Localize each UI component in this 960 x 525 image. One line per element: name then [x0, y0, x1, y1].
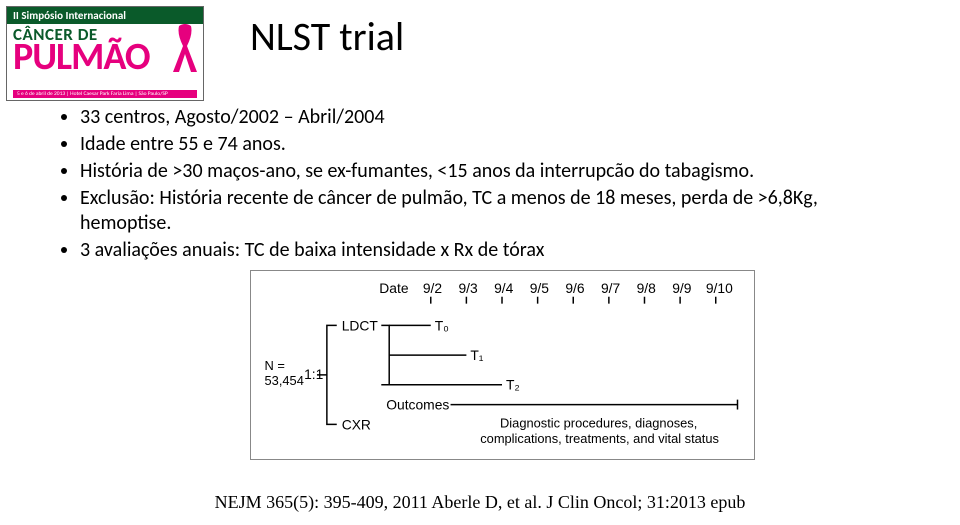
list-item: Exclusão: História recente de câncer de …	[80, 186, 900, 236]
event-logo: II Simpósio Internacional CÂNCER DE PULM…	[6, 6, 204, 101]
date-tick: 9/9	[672, 280, 692, 296]
ratio-label: 1:1	[304, 366, 324, 382]
list-item: 33 centros, Agosto/2002 – Abril/2004	[80, 105, 900, 130]
t-label: T₁	[470, 347, 483, 363]
date-tick: 9/10	[706, 280, 733, 296]
arm-top-label: LDCT	[342, 317, 379, 333]
outcomes-text: Diagnostic procedures, diagnoses,	[500, 415, 697, 430]
bracket-icon	[381, 325, 389, 384]
date-tick: 9/2	[423, 280, 442, 296]
date-tick: 9/5	[530, 280, 550, 296]
logo-footer: 5 e 6 de abril de 2013 | Hotel Caesar Pa…	[13, 90, 197, 98]
date-label: Date	[379, 280, 409, 296]
date-tick: 9/6	[565, 280, 585, 296]
diagram-svg: Date 9/2 9/3 9/4 9/5 9/6 9/7 9/8 9/9 9/1…	[251, 271, 754, 459]
date-tick: 9/4	[494, 280, 514, 296]
slide-title: NLST trial	[250, 12, 404, 61]
citation-text: NEJM 365(5): 395-409, 2011 Aberle D, et …	[0, 492, 960, 513]
outcomes-text: complications, treatments, and vital sta…	[480, 431, 719, 446]
n-value: 53,454	[265, 373, 304, 388]
t-label: T₂	[506, 377, 520, 393]
list-item: Idade entre 55 e 74 anos.	[80, 132, 900, 157]
trial-diagram: Date 9/2 9/3 9/4 9/5 9/6 9/7 9/8 9/9 9/1…	[250, 270, 755, 460]
t-label: T₀	[435, 317, 449, 333]
date-tick: 9/3	[458, 280, 478, 296]
logo-line2: PULMÃO	[13, 41, 197, 73]
date-tick: 9/7	[601, 280, 620, 296]
n-label: N =	[265, 358, 285, 373]
list-item: História de >30 maços-ano, se ex-fumante…	[80, 159, 900, 184]
bullet-list: 33 centros, Agosto/2002 – Abril/2004 Ida…	[60, 105, 900, 265]
logo-header: II Simpósio Internacional	[7, 7, 203, 24]
arm-bottom-label: CXR	[342, 416, 371, 432]
date-tick: 9/8	[637, 280, 657, 296]
outcomes-label: Outcomes	[386, 397, 449, 413]
list-item: 3 avaliações anuais: TC de baixa intensi…	[80, 238, 900, 263]
logo-body: CÂNCER DE PULMÃO 5 e 6 de abril de 2013 …	[7, 24, 203, 100]
ribbon-icon	[171, 24, 199, 74]
